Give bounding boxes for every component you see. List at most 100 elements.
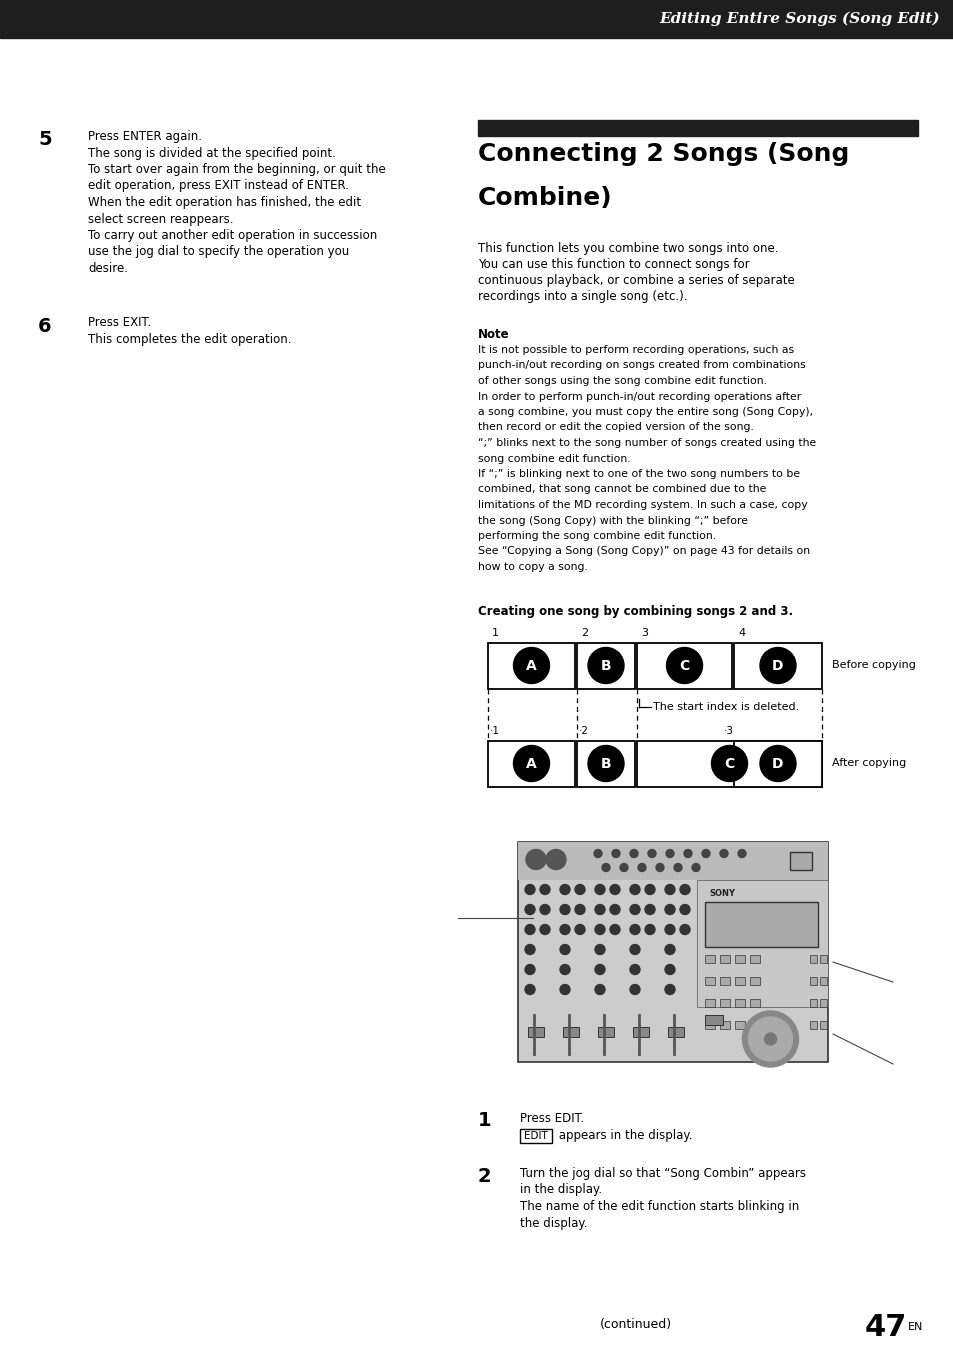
Circle shape [609, 905, 619, 915]
Text: combined, that song cannot be combined due to the: combined, that song cannot be combined d… [477, 485, 765, 494]
Bar [734, 977, 744, 985]
Circle shape [513, 746, 549, 781]
Bar [749, 955, 760, 962]
Circle shape [741, 1011, 798, 1067]
Circle shape [612, 850, 619, 858]
Bar [598, 1027, 614, 1036]
Text: After copying: After copying [831, 758, 905, 769]
Text: use the jog dial to specify the operation you: use the jog dial to specify the operatio… [88, 246, 349, 258]
Bar [720, 977, 729, 985]
Text: EN: EN [907, 1323, 923, 1332]
Circle shape [587, 647, 623, 684]
Bar [704, 1020, 714, 1028]
Circle shape [629, 944, 639, 955]
Circle shape [720, 850, 727, 858]
Circle shape [763, 1034, 776, 1046]
Text: C: C [723, 757, 734, 770]
Text: B: B [600, 658, 611, 673]
Circle shape [575, 924, 584, 935]
Bar [704, 977, 714, 985]
Text: The start index is deleted.: The start index is deleted. [652, 701, 799, 712]
Text: 3: 3 [640, 627, 647, 638]
Bar [637, 740, 821, 786]
Text: To start over again from the beginning, or quit the: To start over again from the beginning, … [88, 163, 385, 176]
Bar [734, 955, 744, 962]
Text: The song is divided at the specified point.: The song is divided at the specified poi… [88, 146, 335, 159]
Text: If “;” is blinking next to one of the two song numbers to be: If “;” is blinking next to one of the tw… [477, 469, 800, 480]
Bar [577, 643, 635, 689]
Text: the song (Song Copy) with the blinking “;” before: the song (Song Copy) with the blinking “… [477, 516, 747, 526]
Circle shape [559, 924, 569, 935]
Text: Before copying: Before copying [831, 661, 915, 670]
Text: 2: 2 [580, 627, 587, 638]
Circle shape [559, 905, 569, 915]
Text: D: D [771, 757, 783, 770]
Bar [720, 955, 729, 962]
Bar [749, 998, 760, 1006]
Circle shape [575, 885, 584, 894]
Circle shape [673, 863, 681, 871]
Circle shape [629, 850, 638, 858]
Text: To carry out another edit operation in succession: To carry out another edit operation in s… [88, 230, 376, 242]
Circle shape [559, 985, 569, 994]
Circle shape [638, 863, 645, 871]
Bar [820, 977, 826, 985]
Circle shape [711, 746, 747, 781]
Text: Note: Note [477, 328, 509, 340]
Circle shape [601, 863, 609, 871]
Bar [749, 1020, 760, 1028]
Circle shape [644, 924, 655, 935]
Text: It is not possible to perform recording operations, such as: It is not possible to perform recording … [477, 345, 793, 355]
Circle shape [587, 746, 623, 781]
Circle shape [664, 985, 675, 994]
Circle shape [559, 885, 569, 894]
Bar [517, 842, 827, 880]
Circle shape [748, 1017, 792, 1061]
Circle shape [629, 965, 639, 974]
Circle shape [647, 850, 656, 858]
Text: edit operation, press EXIT instead of ENTER.: edit operation, press EXIT instead of EN… [88, 180, 349, 192]
Circle shape [760, 746, 795, 781]
Text: Turn the jog dial so that “Song Combin” appears: Turn the jog dial so that “Song Combin” … [519, 1167, 805, 1179]
Text: This function lets you combine two songs into one.: This function lets you combine two songs… [477, 242, 778, 255]
Circle shape [619, 863, 627, 871]
Circle shape [524, 924, 535, 935]
Circle shape [666, 647, 701, 684]
Bar [734, 1020, 744, 1028]
Text: EDIT: EDIT [523, 1131, 547, 1142]
Text: (continued): (continued) [599, 1319, 672, 1331]
Bar [637, 643, 731, 689]
Circle shape [559, 965, 569, 974]
Text: In order to perform punch-in/out recording operations after: In order to perform punch-in/out recordi… [477, 392, 801, 401]
Circle shape [760, 647, 795, 684]
Text: continuous playback, or combine a series of separate: continuous playback, or combine a series… [477, 274, 794, 286]
Text: 47: 47 [864, 1313, 906, 1342]
Text: SONY: SONY [708, 889, 734, 898]
Circle shape [609, 885, 619, 894]
Circle shape [629, 985, 639, 994]
Text: 4: 4 [738, 627, 744, 638]
Circle shape [691, 863, 700, 871]
Bar [519, 1129, 552, 1143]
Circle shape [595, 985, 604, 994]
Bar [704, 901, 817, 947]
Bar [733, 740, 821, 786]
Text: desire.: desire. [88, 262, 128, 276]
Circle shape [664, 965, 675, 974]
Text: This completes the edit operation.: This completes the edit operation. [88, 332, 292, 346]
Circle shape [595, 944, 604, 955]
Bar [789, 851, 811, 870]
Bar [704, 955, 714, 962]
Text: Combine): Combine) [477, 186, 612, 209]
Circle shape [664, 885, 675, 894]
Circle shape [679, 924, 689, 935]
Circle shape [524, 985, 535, 994]
Text: Connecting 2 Songs (Song: Connecting 2 Songs (Song [477, 142, 848, 166]
Text: 1: 1 [492, 627, 498, 638]
Circle shape [539, 905, 550, 915]
Text: ·1: ·1 [490, 727, 499, 736]
Circle shape [524, 944, 535, 955]
Text: C: C [679, 658, 689, 673]
Text: D: D [771, 658, 783, 673]
Bar [577, 740, 635, 786]
